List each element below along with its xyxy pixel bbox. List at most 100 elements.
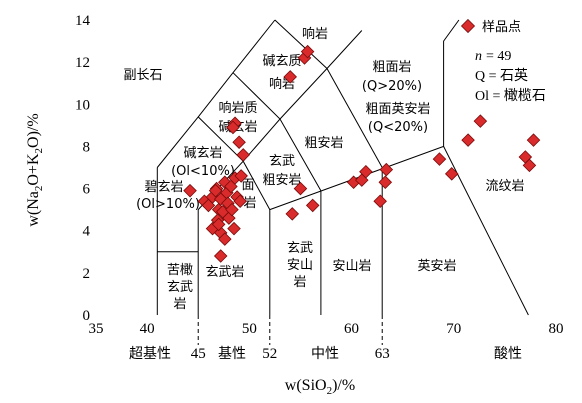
sample-point <box>183 183 197 198</box>
sample-point <box>526 133 541 147</box>
class-label-basic: 基性 <box>218 345 246 362</box>
field-label-basalt: 玄武岩 <box>205 265 244 280</box>
sample-point <box>473 114 488 128</box>
legend-n-symbol: n <box>475 49 482 64</box>
sample-point <box>227 221 241 236</box>
y-axis-title-part: O)/% <box>25 113 42 148</box>
sample-points <box>183 44 541 263</box>
legend-ol-note: Ol = 橄榄石 <box>475 88 546 104</box>
field-label-basanite-1: 碧玄岩 <box>144 180 183 195</box>
class-label-ultrabasic: 超基性 <box>129 345 171 362</box>
field-label-tephrite-2: (Ol<10%) <box>171 164 235 179</box>
field-label-basaltic-andesite-2: 安山 <box>287 258 313 273</box>
x-tick-label: 50 <box>242 321 257 337</box>
sample-point <box>283 70 297 84</box>
sample-point <box>379 162 394 177</box>
field-label-trachydacite-2: (Q<20%) <box>368 120 428 135</box>
field-label-trachyandesite: 粗安岩 <box>304 136 343 151</box>
field-label-tephrite-1: 碱玄岩 <box>183 146 222 161</box>
field-label-trachybasalt-1: 玄武 <box>269 154 295 169</box>
y-tick-label: 14 <box>75 13 91 29</box>
boundary-line-10 <box>326 68 383 168</box>
field-label-tephriphonolite-1: 碱玄质 <box>262 54 301 69</box>
boundary-line-7 <box>269 145 529 316</box>
sample-point <box>225 202 239 217</box>
y-tick-label: 2 <box>83 266 91 282</box>
sample-point <box>461 133 475 147</box>
sample-point <box>300 44 315 59</box>
x-tick-label: 80 <box>549 321 564 337</box>
class-boundary-45: 45 <box>191 346 206 362</box>
x-axis-title-part: )/% <box>332 377 355 394</box>
boundary-line-3 <box>156 19 276 168</box>
class-label-acidic: 酸性 <box>494 346 522 362</box>
y-tick-label: 6 <box>83 182 91 198</box>
sample-point <box>226 120 240 135</box>
class-boundary-63: 63 <box>375 346 390 362</box>
sample-point <box>444 167 459 181</box>
class-label-intermediate: 中性 <box>311 346 339 362</box>
field-label-picrobasalt-3: 岩 <box>173 297 186 312</box>
field-label-partial-1: 面 <box>241 178 254 193</box>
field-label-rhyolite: 流纹岩 <box>485 179 524 194</box>
x-tick-label: 70 <box>446 321 461 337</box>
x-tick-label: 60 <box>344 321 359 337</box>
boundary-line-12 <box>443 19 460 147</box>
x-tick-label: 35 <box>89 321 104 337</box>
y-axis-title-part: w(Na <box>25 191 42 227</box>
y-tick-label: 10 <box>75 97 90 113</box>
field-label-dacite: 英安岩 <box>417 259 456 274</box>
x-tick-label: 40 <box>140 321 155 337</box>
sample-point <box>218 232 232 246</box>
sample-point <box>373 194 387 208</box>
sample-point <box>234 169 248 183</box>
sample-point <box>305 198 320 213</box>
y-axis-title-part: 2 <box>33 186 45 192</box>
sample-point <box>232 135 246 149</box>
sample-point <box>213 249 228 263</box>
sample-point <box>285 207 300 221</box>
y-axis-title-part: O+K <box>25 153 42 186</box>
sample-point <box>211 217 226 232</box>
field-label-picrobasalt-2: 玄武 <box>167 280 193 295</box>
sample-point <box>293 181 308 196</box>
boundary-line-11 <box>274 19 328 69</box>
sample-point <box>359 164 373 179</box>
y-tick-label: 0 <box>83 308 91 324</box>
sample-point <box>236 148 250 162</box>
field-label-basaltic-andesite-1: 玄武 <box>287 241 313 256</box>
legend-n: n = 49 <box>475 49 511 64</box>
field-label-andesite: 安山岩 <box>332 259 371 274</box>
class-boundary-52: 52 <box>262 346 277 362</box>
y-tick-label: 8 <box>83 139 91 155</box>
field-boundaries <box>156 19 529 345</box>
field-label-trachyte-2: (Q>20%) <box>362 79 422 94</box>
field-label-phonotephrite-1: 响岩质 <box>218 100 257 116</box>
sample-point <box>432 152 447 166</box>
field-label-trachydacite-1: 粗面英安岩 <box>365 102 430 117</box>
field-label-partial-2: 岩 <box>243 196 256 211</box>
sample-point <box>208 183 223 198</box>
field-label-picrobasalt-1: 苦橄 <box>167 262 193 278</box>
sample-point <box>233 194 247 208</box>
y-axis-title: w(Na2O+K2O)/% <box>25 113 45 226</box>
x-axis-title-part: w(SiO <box>285 377 327 394</box>
field-label-phonolite: 响岩 <box>302 26 328 42</box>
sample-point <box>522 158 537 173</box>
y-tick-label: 12 <box>75 55 90 71</box>
x-axis-title-part: 2 <box>327 385 333 397</box>
axes: 0 2 4 6 8 10 12 14 35 40 50 60 70 80 45 52 63 超基性 基性 中性 酸性 w(… <box>25 13 564 397</box>
legend-q-note: Q = 石英 <box>475 67 528 84</box>
field-label-basaltic-andesite-3: 岩 <box>293 275 306 290</box>
y-tick-label: 4 <box>83 224 91 240</box>
y-axis-title-part: 2 <box>33 148 45 154</box>
field-label-basanite-2: (Ol>10%) <box>136 197 200 212</box>
field-label-trachybasalt-2: 粗安岩 <box>262 173 301 188</box>
boundary-line-6 <box>232 72 322 191</box>
legend-series-name: 样品点 <box>482 20 521 35</box>
legend-marker <box>460 18 476 34</box>
sample-point <box>378 175 393 190</box>
legend-n-value: = 49 <box>486 49 511 64</box>
